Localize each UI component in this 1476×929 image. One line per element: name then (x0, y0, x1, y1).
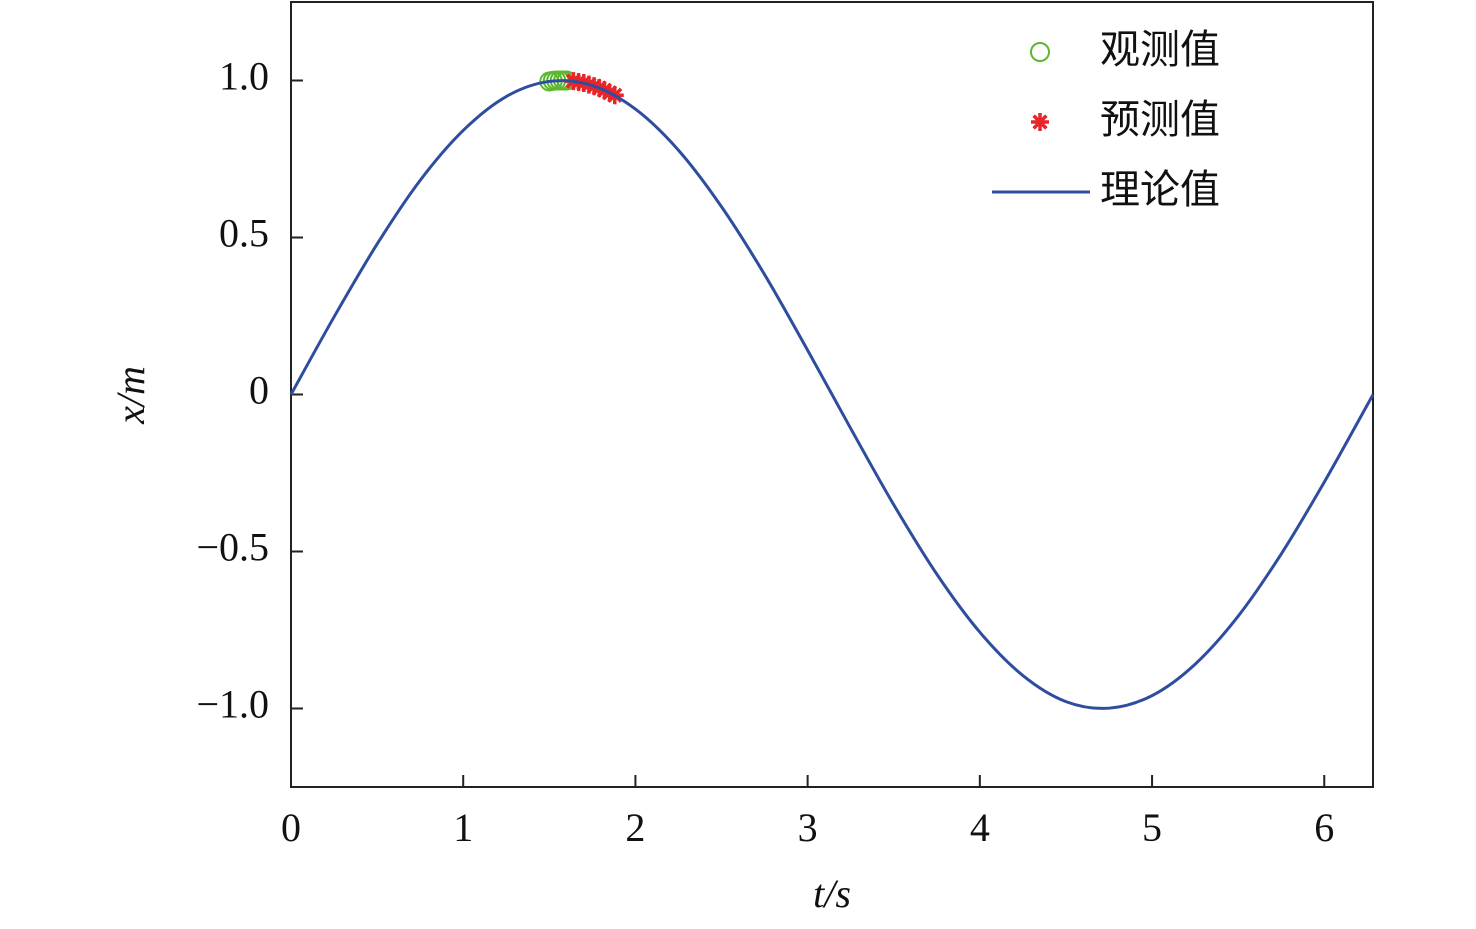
y-tick-label: −0.5 (196, 525, 269, 570)
legend-marker (1031, 113, 1049, 131)
legend-marker (1030, 42, 1050, 62)
legend-label: 预测值 (1100, 97, 1220, 143)
x-tick-label: 6 (1314, 805, 1334, 850)
y-tick-label: 1.0 (219, 54, 269, 99)
y-tick-label: 0 (249, 368, 269, 413)
x-tick-label: 0 (281, 805, 301, 850)
x-tick-label: 1 (453, 805, 473, 850)
x-tick-label: 4 (970, 805, 990, 850)
y-axis-label: x/m (108, 366, 153, 425)
y-tick-label: −1.0 (196, 682, 269, 727)
x-tick-label: 3 (798, 805, 818, 850)
asterisk-stroke (1032, 114, 1048, 130)
legend-label: 观测值 (1100, 27, 1220, 73)
legend-label: 理论值 (1100, 167, 1220, 213)
y-tick-label: 0.5 (219, 211, 269, 256)
theory-line (289, 79, 1375, 710)
x-tick-label: 2 (625, 805, 645, 850)
x-axis-label: t/s (813, 871, 851, 916)
x-tick-label: 5 (1142, 805, 1162, 850)
